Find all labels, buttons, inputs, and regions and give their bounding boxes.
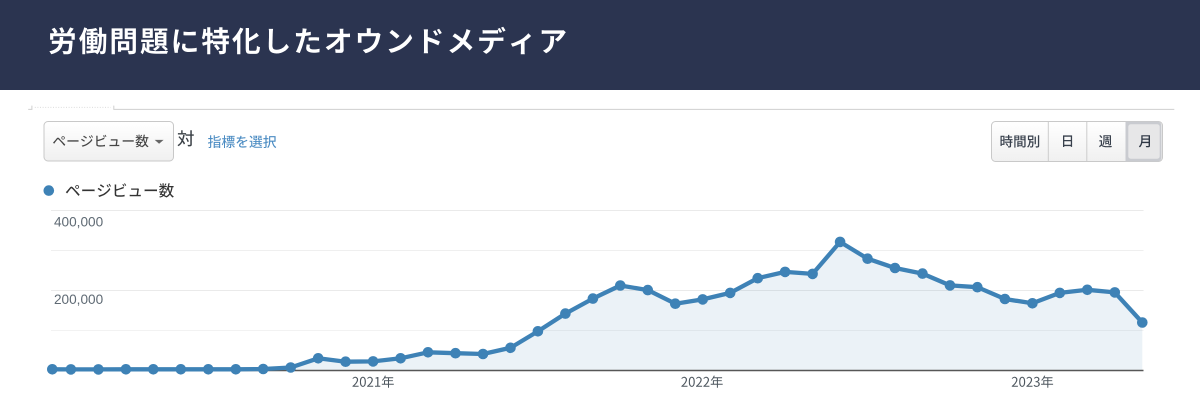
svg-text:400,000: 400,000: [54, 214, 104, 229]
svg-text:200,000: 200,000: [54, 292, 104, 307]
